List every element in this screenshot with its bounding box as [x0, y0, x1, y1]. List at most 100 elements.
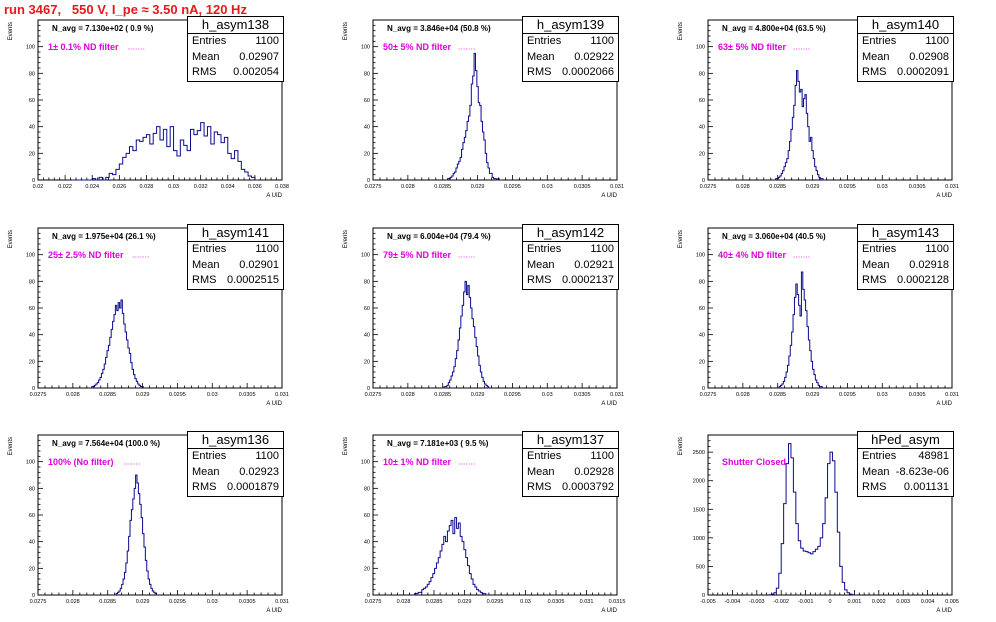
y-tick-label: 0: [32, 593, 35, 599]
histogram-name: h_asym136: [188, 432, 283, 449]
x-tick-label: 0.001: [848, 599, 862, 605]
stat-value: 0.02908: [909, 50, 949, 63]
y-tick-label: 0: [702, 178, 705, 184]
y-tick-label: 40: [364, 125, 370, 131]
stat-key: Mean: [862, 50, 890, 63]
stats-box: h_asym141 Entries 1100 Mean 0.02901 RMS 0.0002…: [187, 224, 284, 290]
stat-entries: Entries 1100: [523, 449, 618, 465]
x-tick-label: 0.03: [877, 392, 888, 398]
x-tick-label: 0.0295: [487, 599, 504, 605]
stat-key: Entries: [192, 243, 227, 255]
filter-note: Shutter Closed: [722, 457, 786, 467]
y-tick-label: 60: [29, 306, 35, 312]
x-tick-label: 0.034: [221, 184, 235, 190]
navg-label: N_avg = 1.975e+04 (26.1 %): [52, 232, 156, 241]
y-tick-label: 100: [361, 460, 370, 466]
stat-key: Mean: [192, 50, 220, 63]
x-tick-label: 0: [828, 599, 831, 605]
x-tick-label: 0.0285: [99, 392, 116, 398]
y-tick-label: 40: [29, 540, 35, 546]
y-axis-label: Events: [8, 22, 14, 40]
stat-entries: Entries 1100: [858, 34, 953, 50]
x-tick-label: 0.0305: [574, 184, 591, 190]
x-tick-label: 0.03: [520, 599, 531, 605]
x-tick-label: 0.0285: [434, 184, 451, 190]
histogram-name: h_asym142: [523, 225, 618, 242]
x-tick-label: 0.028: [736, 392, 750, 398]
x-tick-label: 0.0285: [769, 184, 786, 190]
run-title: run 3467, 550 V, I_pe ≈ 3.50 nA, 120 Hz: [4, 2, 247, 17]
stat-value: 0.0002091: [897, 66, 949, 78]
stat-value: 0.02923: [239, 465, 279, 478]
stats-box: h_asym138 Entries 1100 Mean 0.02907 RMS 0.0020…: [187, 16, 284, 82]
stat-mean: Mean 0.02928: [523, 465, 618, 481]
x-tick-label: 0.0285: [426, 599, 443, 605]
stat-key: Entries: [862, 243, 897, 255]
x-tick-label: 0.0305: [909, 184, 926, 190]
filter-note: 100% (No filter): [48, 457, 114, 467]
stat-value: 0.0002128: [897, 274, 949, 286]
x-tick-label: 0.031: [610, 184, 624, 190]
y-tick-label: 20: [364, 359, 370, 365]
stat-mean: Mean 0.02908: [858, 50, 953, 66]
x-tick-label: 0.0285: [434, 392, 451, 398]
x-tick-label: 0.0295: [504, 184, 521, 190]
stat-value: -8.623e-06: [895, 465, 949, 478]
histogram-line: [446, 52, 502, 181]
y-tick-label: 100: [26, 45, 35, 51]
stat-value: 48981: [918, 450, 949, 462]
stat-key: Entries: [192, 450, 227, 462]
stat-entries: Entries 1100: [188, 449, 283, 465]
y-tick-label: 100: [361, 253, 370, 259]
x-tick-label: 0.029: [471, 392, 485, 398]
x-tick-label: 0.0275: [365, 184, 382, 190]
histogram-name: h_asym143: [858, 225, 953, 242]
x-tick-label: 0.0305: [239, 599, 256, 605]
y-tick-label: 40: [29, 125, 35, 131]
y-tick-label: 0: [367, 386, 370, 392]
filter-note: 40± 4% ND filter: [718, 250, 786, 260]
y-axis-label: Events: [678, 22, 684, 40]
stat-mean: Mean -8.623e-06: [858, 465, 953, 481]
stat-entries: Entries 1100: [523, 242, 618, 258]
stat-key: RMS: [862, 481, 887, 493]
y-tick-label: 100: [696, 253, 705, 259]
stat-key: Entries: [862, 35, 897, 47]
stats-box: h_asym140 Entries 1100 Mean 0.02908 RMS 0.0002…: [857, 16, 954, 82]
stat-mean: Mean 0.02921: [523, 258, 618, 274]
y-tick-label: 0: [702, 386, 705, 392]
y-tick-label: 1500: [693, 507, 705, 513]
x-tick-label: 0.028: [401, 184, 415, 190]
stat-entries: Entries 1100: [188, 242, 283, 258]
x-axis-label: A UID: [936, 401, 952, 407]
stat-value: 0.02918: [909, 258, 949, 271]
x-axis-label: A UID: [601, 193, 617, 199]
navg-label: N_avg = 3.846e+04 (50.8 %): [387, 24, 491, 33]
x-tick-label: 0.0285: [99, 599, 116, 605]
stats-box: hPed_asym Entries 48981 Mean -8.623e-06 RMS 0.…: [857, 431, 954, 497]
stat-mean: Mean 0.02907: [188, 50, 283, 66]
y-tick-label: 0: [367, 178, 370, 184]
y-tick-label: 20: [699, 359, 705, 365]
x-tick-label: 0.03: [542, 184, 553, 190]
stats-box: h_asym142 Entries 1100 Mean 0.02921 RMS 0.0002…: [522, 224, 619, 290]
x-axis-label: A UID: [601, 401, 617, 407]
x-tick-label: 0.03: [207, 599, 218, 605]
stat-key: Mean: [862, 258, 890, 271]
x-tick-label: 0.024: [85, 184, 99, 190]
stat-key: Mean: [527, 465, 555, 478]
x-tick-label: 0.0285: [769, 392, 786, 398]
stat-value: 1100: [255, 35, 279, 47]
stat-entries: Entries 1100: [523, 34, 618, 50]
x-tick-label: 0.026: [112, 184, 126, 190]
stat-value: 0.001131: [903, 481, 949, 493]
x-tick-label: 0.031: [580, 599, 594, 605]
x-tick-label: -0.005: [700, 599, 716, 605]
x-tick-label: -0.003: [749, 599, 765, 605]
stat-value: 0.002054: [233, 66, 279, 78]
